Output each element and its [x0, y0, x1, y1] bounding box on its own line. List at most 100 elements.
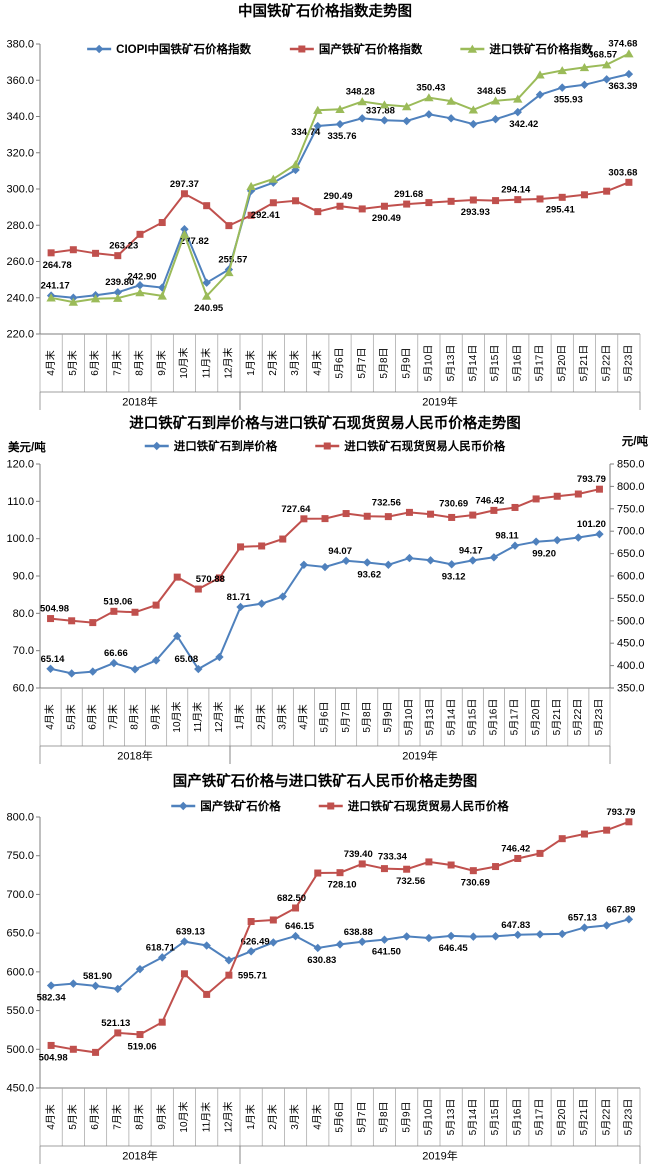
data-label: 727.64 [281, 504, 311, 515]
svg-text:110.0: 110.0 [7, 496, 34, 508]
x-tick-label: 11月末 [191, 702, 204, 732]
legend-item-label: CIOPI中国铁矿石价格指数 [116, 42, 251, 56]
data-label: 730.69 [461, 878, 490, 889]
chart-domestic-vs-import-rmb-price: 国产铁矿石价格与进口铁矿石人民币价格走势图 450.0 500.0 550.0 600… [0, 770, 650, 1164]
x-tick-label: 5月9日 [400, 347, 412, 378]
data-label: 519.06 [103, 596, 132, 607]
x-tick-label: 5月17日 [534, 345, 546, 382]
x-tick-label: 10月末 [170, 701, 183, 732]
x-tick-label: 5月13日 [445, 345, 457, 382]
x-tick-label: 12月末 [222, 347, 235, 378]
chart-canvas-domestic-price: 450.0 500.0 550.0 600.0 650.0 700.0 750.0 800.0… [6, 799, 641, 1164]
year-group-label: 2019年 [402, 749, 437, 763]
series-square: 504.98 519.06 570.88 727.64 732.56 730.69 746.… [40, 474, 606, 627]
x-tick-label: 5月23日 [623, 1099, 635, 1136]
svg-text:350.0: 350.0 [617, 683, 645, 695]
x-tick-label: 2月末 [266, 350, 279, 376]
x-tick-label: 7月末 [110, 1104, 123, 1130]
x-tick-label: 5月16日 [511, 345, 523, 382]
data-label: 582.34 [37, 993, 67, 1004]
data-label: 730.69 [439, 498, 468, 509]
x-tick-label: 9月末 [155, 350, 168, 376]
x-tick-label: 4月末 [310, 350, 323, 376]
svg-text:450.0: 450.0 [6, 1083, 34, 1095]
x-tick-label: 5月10日 [423, 1099, 435, 1136]
svg-text:400.0: 400.0 [617, 660, 645, 672]
year-group-label: 2019年 [422, 1149, 457, 1163]
svg-text:750.0: 750.0 [617, 503, 645, 515]
svg-text:240.0: 240.0 [6, 292, 34, 304]
legend: CIOPI中国铁矿石价格指数 国产铁矿石价格指数 进口铁矿石价格指数 [87, 42, 593, 56]
data-label: 363.39 [608, 81, 637, 92]
data-label: 290.49 [323, 191, 352, 202]
x-tick-label: 10月末 [177, 1101, 190, 1132]
x-tick-label: 5月22日 [572, 699, 584, 736]
year-group-label: 2018年 [122, 1149, 157, 1163]
x-tick-label: 2月末 [254, 704, 267, 730]
svg-text:600.0: 600.0 [617, 571, 645, 583]
chart-import-cif-vs-rmb-price: 进口铁矿石到岸价格与进口铁矿石现货贸易人民币价格走势图 60.0 70.0 80.0… [0, 412, 650, 770]
x-tick-label: 6月末 [88, 1104, 101, 1130]
x-tick-label: 5月20日 [530, 699, 542, 736]
x-axis: 4月末 5月末 6月末 7月末 8月末 9月末 10月末 11月末 12月末 1月末 2月末 3月末 4… [39, 334, 641, 410]
data-label: 342.42 [509, 119, 538, 130]
x-tick-label: 11月末 [199, 348, 212, 378]
series-square: 504.98 521.13 519.06 595.71 682.50 728.10 739.… [39, 807, 636, 1064]
x-tick-label: 5月末 [64, 704, 77, 730]
svg-text:60.0: 60.0 [13, 683, 34, 695]
x-tick-label: 5月7日 [340, 701, 352, 732]
data-label: 294.14 [501, 185, 531, 196]
data-label: 348.65 [477, 86, 507, 97]
x-tick-label: 5月23日 [593, 699, 605, 736]
data-label: 264.78 [43, 260, 72, 271]
data-label: 303.68 [608, 167, 637, 178]
data-label: 618.71 [146, 942, 176, 953]
data-label: 94.17 [459, 545, 483, 556]
x-tick-label: 5月末 [66, 1104, 79, 1130]
svg-text:750.0: 750.0 [6, 850, 34, 862]
svg-text:650.0: 650.0 [6, 928, 34, 940]
x-tick-label: 5月15日 [466, 699, 478, 736]
svg-text:80.0: 80.0 [13, 608, 34, 620]
data-label: 263.23 [109, 241, 138, 252]
data-label: 65.14 [41, 654, 65, 665]
x-tick-label: 2月末 [266, 1104, 279, 1130]
legend-item-label: 国产铁矿石价格 [200, 799, 281, 813]
x-tick-label: 5月14日 [467, 345, 479, 382]
data-label: 641.50 [372, 947, 401, 958]
svg-text:70.0: 70.0 [13, 645, 34, 657]
data-label: 504.98 [40, 604, 69, 615]
x-tick-label: 5月末 [66, 350, 79, 376]
chart-china-iron-ore-price-index: 中国铁矿石价格指数走势图 220.0 240.0 260.0 280.0 300.0 32… [0, 0, 650, 412]
data-label: 297.37 [170, 179, 199, 190]
svg-text:800.0: 800.0 [6, 812, 34, 824]
svg-text:380.0: 380.0 [6, 39, 34, 51]
x-tick-label: 5月6日 [334, 347, 346, 378]
svg-text:650.0: 650.0 [617, 548, 645, 560]
svg-text:700.0: 700.0 [6, 889, 34, 901]
x-tick-label: 6月末 [88, 350, 101, 376]
svg-text:550.0: 550.0 [617, 593, 645, 605]
x-tick-label: 5月8日 [361, 701, 373, 732]
legend-item-label: 进口铁矿石现货贸易人民币价格 [344, 439, 505, 453]
svg-text:120.0: 120.0 [6, 459, 34, 471]
svg-text:800.0: 800.0 [617, 481, 645, 493]
chart-canvas-import-price: 60.0 70.0 80.0 90.0 100.0 110.0 120.0 350.0 400.… [6, 434, 648, 764]
data-label: 337.88 [366, 105, 395, 116]
data-label: 728.10 [327, 880, 356, 891]
data-label: 630.83 [307, 955, 336, 966]
x-tick-label: 5月10日 [403, 699, 415, 736]
svg-text:700.0: 700.0 [617, 526, 645, 538]
svg-text:500.0: 500.0 [617, 615, 645, 627]
axes: 450.0 500.0 550.0 600.0 650.0 700.0 750.0 800.0 [6, 812, 640, 1095]
data-label: 368.57 [588, 50, 617, 61]
x-tick-label: 5月22日 [600, 1099, 612, 1136]
svg-text:550.0: 550.0 [6, 1005, 34, 1017]
svg-text:90.0: 90.0 [13, 571, 34, 583]
chart-canvas-price-index: 220.0 240.0 260.0 280.0 300.0 320.0 340.0 360.0… [6, 39, 641, 410]
x-tick-label: 5月10日 [423, 345, 435, 382]
year-group-label: 2018年 [122, 395, 157, 409]
